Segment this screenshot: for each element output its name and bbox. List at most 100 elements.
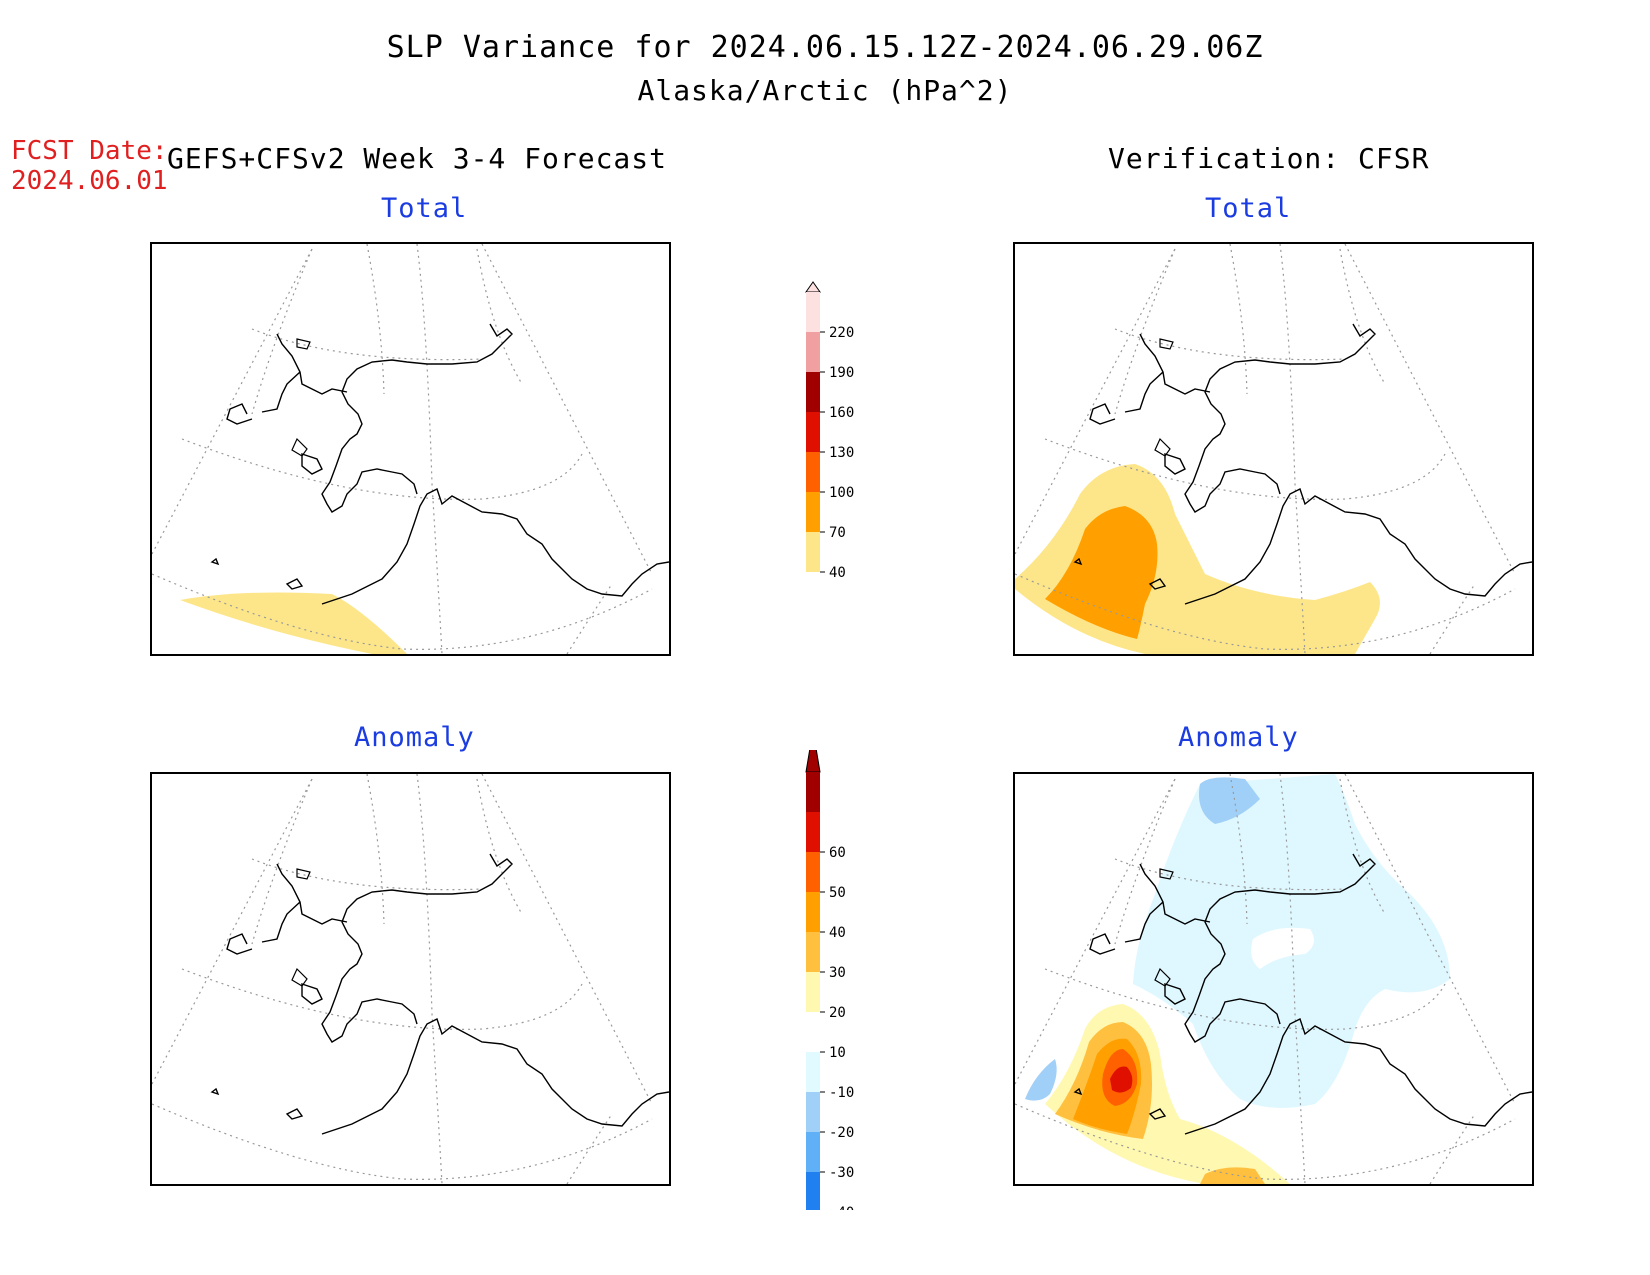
colorbar-label: 70 (829, 525, 846, 541)
colorbar-box (806, 852, 820, 892)
graticule-line-2 (251, 248, 313, 415)
forecast-anomaly-map (150, 772, 671, 1186)
colorbar-top-tip (805, 750, 821, 773)
graticule-line-5 (476, 248, 523, 385)
coastline-path (1073, 323, 1532, 605)
coastline-path (1073, 853, 1532, 1135)
coastline-path (210, 323, 669, 605)
graticule-line-9 (1344, 244, 1516, 575)
colorbar-label: 160 (829, 405, 854, 421)
colorbar-label: 220 (829, 325, 854, 341)
colorbar-label: 60 (829, 845, 846, 861)
island-path (291, 967, 308, 987)
island-path (291, 437, 308, 457)
graticule-line-1 (1044, 968, 1446, 1030)
colorbar-label: 40 (829, 565, 846, 581)
graticule-line-7 (152, 778, 313, 1085)
colorbar-label: 190 (829, 365, 854, 381)
graticule-line-9 (1344, 774, 1516, 1105)
verify-total-map (1013, 242, 1534, 656)
graticule-line-4 (416, 244, 443, 654)
graticule-line-5 (1339, 778, 1386, 915)
graticule-line-5 (476, 778, 523, 915)
graticule-line-5 (1339, 248, 1386, 385)
colorbar-label: 130 (829, 445, 854, 461)
forecast-total-label: Total (381, 193, 468, 224)
colorbar-box (806, 1012, 820, 1052)
fill-50-60 (1110, 1066, 1133, 1093)
verify-total-label: Total (1205, 193, 1292, 224)
fill-hole (1251, 927, 1314, 969)
graticule-line-2 (1114, 778, 1176, 945)
verification-column-title: Verification: CFSR (1108, 142, 1430, 175)
graticule-line-9 (481, 244, 653, 575)
verify-anomaly-map (1013, 772, 1534, 1186)
graticule-line-6 (251, 858, 483, 891)
colorbar-box (806, 412, 820, 452)
graticule-line-0 (1015, 573, 1516, 650)
graticule-line-1 (181, 968, 583, 1030)
graticule-line-1 (181, 438, 583, 500)
island-path (1154, 967, 1171, 987)
graticule (1015, 244, 1516, 654)
graticule-line-3 (1229, 244, 1248, 395)
forecast-anomaly-label: Anomaly (354, 722, 475, 753)
graticule-line-9 (481, 774, 653, 1105)
colorbar-label: 50 (829, 885, 846, 901)
graticule (152, 774, 653, 1184)
coastline (210, 853, 669, 1135)
colorbar-label: -40 (829, 1205, 854, 1210)
graticule-line-6 (1114, 858, 1346, 891)
colorbar-box (806, 1172, 820, 1210)
graticule-line-6 (251, 328, 483, 361)
graticule-line-3 (366, 244, 385, 395)
colorbar-box (806, 1092, 820, 1132)
graticule-line-3 (1229, 774, 1248, 925)
island-path (1159, 338, 1174, 350)
graticule-line-4 (1279, 774, 1306, 1184)
island-path (296, 868, 311, 880)
graticule (152, 244, 653, 654)
fill-orange-bottom (1200, 1167, 1265, 1184)
colorbar-label: 10 (829, 1045, 846, 1061)
total-colorbar: 40 70 100 130 160 190 220 (805, 281, 854, 610)
coastline-path (210, 853, 669, 1135)
forecast-column-title: GEFS+CFSv2 Week 3-4 Forecast (167, 142, 668, 175)
colorbar-label: -30 (829, 1165, 854, 1181)
island-path (296, 338, 311, 350)
graticule-line-3 (366, 774, 385, 925)
forecast-total-map (150, 242, 671, 656)
colorbar-box (806, 492, 820, 532)
graticule-line-6 (1114, 328, 1346, 361)
colorbar-label: 20 (829, 1005, 846, 1021)
coastline (1073, 323, 1532, 605)
coastline (210, 323, 669, 605)
colorbar-box (806, 332, 820, 372)
verify-anomaly-label: Anomaly (1178, 722, 1299, 753)
island-path (1159, 868, 1174, 880)
colorbar-box (806, 572, 820, 610)
fcst-date-label: FCST Date: (11, 136, 168, 166)
colorbar-box (806, 1052, 820, 1092)
graticule-line-7 (152, 248, 313, 555)
colorbar-label: 30 (829, 965, 846, 981)
colorbar-box (806, 972, 820, 1012)
figure-title: SLP Variance for 2024.06.15.12Z-2024.06.… (386, 30, 1264, 65)
graticule-line-0 (152, 1103, 653, 1180)
fill-40-70 (1015, 464, 1380, 654)
colorbar-box (806, 1132, 820, 1172)
graticule-line-2 (1114, 248, 1176, 415)
fill-neg20-neg30-top (1199, 777, 1260, 824)
colorbar-box (806, 892, 820, 932)
colorbar-label: 40 (829, 925, 846, 941)
fill-40-70 (180, 592, 407, 654)
colorbar-top-tip (805, 281, 821, 293)
anomaly-colorbar: -40 -30 -20 -10 10 20 30 40 50 60 (805, 750, 854, 1210)
graticule-line-0 (1015, 1103, 1516, 1180)
graticule-line-4 (1279, 244, 1306, 654)
colorbar-label: -20 (829, 1125, 854, 1141)
graticule (1015, 774, 1516, 1184)
colorbar-box (806, 372, 820, 412)
colorbar-box (806, 292, 820, 332)
colorbar-box (806, 812, 820, 852)
